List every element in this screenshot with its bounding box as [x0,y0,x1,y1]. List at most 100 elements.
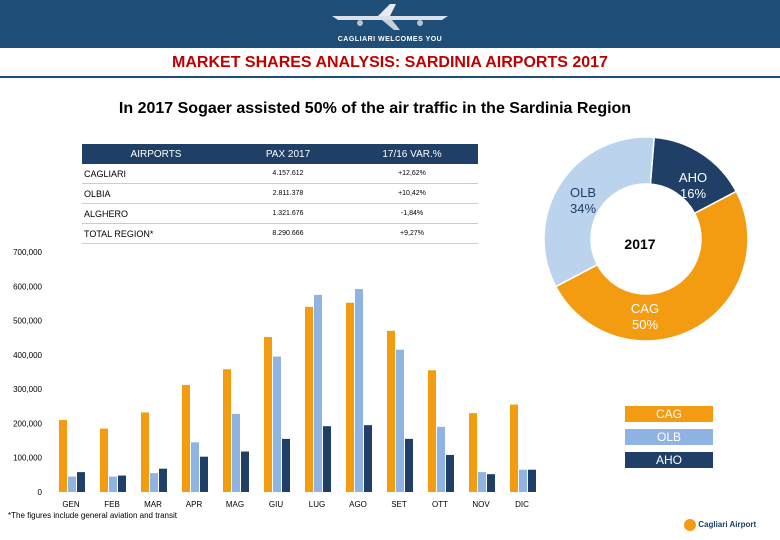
table-cell-var: +10,42% [346,183,478,204]
y-tick-label: 400,000 [13,351,42,360]
y-tick-label: 700,000 [13,248,42,257]
airport-logo: Cagliari Airport [684,519,756,531]
bar-olb [68,476,76,492]
bar-olb [437,426,445,492]
table-cell-airport: ALGHERO [82,203,230,224]
y-tick-label: 500,000 [13,317,42,326]
market-share-table: AIRPORTS PAX 2017 17/16 VAR.% CAGLIARI 4… [82,144,478,244]
table-cell-airport: CAGLIARI [82,164,230,184]
title-divider [0,76,780,78]
header-banner: CAGLIARI WELCOMES YOU [0,0,780,48]
pie-value-olb: 34% [570,201,596,216]
table-header-var: 17/16 VAR.% [346,144,478,164]
pie-slice-olb [543,136,655,288]
bar-cag [59,420,67,492]
table-header-airports: AIRPORTS [82,144,230,164]
table-cell-var: -1,84% [346,203,478,224]
bar-olb [109,476,117,492]
table-cell-pax: 1.321.676 [230,203,346,224]
pie-label-cag: CAG [631,301,659,316]
x-tick-label: NOV [472,500,490,509]
y-tick-label: 200,000 [13,419,42,428]
airplane-icon [332,4,448,30]
x-tick-label: DIC [515,500,529,509]
y-tick-label: 300,000 [13,385,42,394]
bar-aho [200,456,208,492]
bar-aho [323,426,331,492]
page-subtitle: In 2017 Sogaer assisted 50% of the air t… [118,100,632,117]
table-cell-pax: 2.811.378 [230,183,346,204]
x-tick-label: OTT [432,500,448,509]
bar-aho [364,425,372,492]
y-tick-label: 600,000 [13,282,42,291]
bar-olb [355,289,363,492]
legend-item-cag: CAG [625,406,713,422]
table-cell-airport: TOTAL REGION* [82,223,230,244]
bar-aho [241,451,249,492]
bar-aho [446,454,454,492]
y-tick-label: 100,000 [13,454,42,463]
table-cell-var: +12,62% [346,164,478,184]
bar-olb [232,413,240,492]
bar-cag [223,369,231,492]
x-tick-label: SET [391,500,407,509]
pie-value-aho: 16% [680,186,706,201]
y-tick-label: 0 [38,488,43,497]
table-row: ALGHERO 1.321.676 -1,84% [82,203,478,224]
table-cell-pax: 8.290.666 [230,223,346,244]
bar-olb [150,473,158,492]
bar-olb [396,349,404,492]
footnote: *The figures include general aviation an… [8,511,177,520]
legend-item-olb: OLB [625,429,713,445]
bar-cag [100,428,108,492]
bar-aho [77,472,85,492]
bar-aho [405,438,413,492]
pie-title: 2017 [624,236,655,252]
table-row: CAGLIARI 4.157.612 +12,62% [82,164,478,184]
table-header-pax: PAX 2017 [230,144,346,164]
table-cell-airport: OLBIA [82,183,230,204]
bar-cag [182,385,190,492]
pie-value-cag: 50% [632,317,658,332]
bar-aho [282,438,290,492]
banner-text: CAGLIARI WELCOMES YOU [337,36,443,43]
bar-aho [159,468,167,492]
logo-icon [684,519,696,531]
bar-aho [118,475,126,492]
bar-olb [314,294,322,492]
bar-olb [191,442,199,492]
x-tick-label: GIU [269,500,283,509]
x-tick-label: MAR [144,500,162,509]
bar-cag [469,413,477,492]
bar-aho [487,474,495,492]
bar-olb [478,472,486,492]
x-tick-label: LUG [309,500,325,509]
table-cell-pax: 4.157.612 [230,164,346,184]
bar-cag [428,370,436,492]
legend-item-aho: AHO [625,452,713,468]
x-tick-label: AGO [349,500,367,509]
table-row: TOTAL REGION* 8.290.666 +9,27% [82,223,478,244]
table-cell-var: +9,27% [346,223,478,244]
bar-cag [346,302,354,492]
bar-cag [305,306,313,492]
bar-olb [519,469,527,492]
bar-cag [387,330,395,492]
table-header-row: AIRPORTS PAX 2017 17/16 VAR.% [82,144,478,164]
pie-label-olb: OLB [570,185,596,200]
page-title: MARKET SHARES ANALYSIS: SARDINIA AIRPORT… [172,54,608,71]
logo-text: Cagliari Airport [698,520,757,530]
pie-slice-cag [554,190,749,342]
bar-cag [141,412,149,492]
x-tick-label: MAG [226,500,244,509]
bar-olb [273,356,281,492]
table-row: OLBIA 2.811.378 +10,42% [82,183,478,204]
bar-cag [264,337,272,492]
bar-cag [510,404,518,492]
x-tick-label: APR [186,500,203,509]
bar-aho [528,469,536,492]
x-tick-label: FEB [104,500,120,509]
pie-label-aho: AHO [679,170,707,185]
